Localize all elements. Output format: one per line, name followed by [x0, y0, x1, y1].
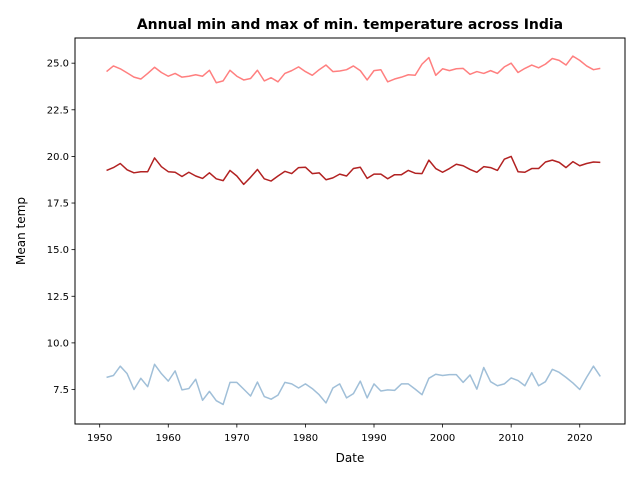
x-tick-label: 1960: [156, 433, 181, 444]
series-line-3: [106, 363, 601, 406]
series-layer: [106, 55, 601, 406]
x-tick-label: 2020: [567, 433, 592, 444]
y-tick-label: 22.5: [47, 105, 69, 116]
x-tick-label: 1950: [87, 433, 112, 444]
y-tick-label: 25.0: [47, 59, 69, 70]
y-tick-label: 20.0: [47, 152, 69, 163]
y-tick-label: 17.5: [47, 199, 69, 210]
y-axis: 7.5 10.0 12.5 15.0 17.5 20.0 22.5 25.0: [47, 59, 75, 396]
x-axis-label: Date: [336, 451, 365, 465]
y-axis-label: Mean temp: [14, 197, 28, 265]
y-tick-label: 12.5: [47, 292, 69, 303]
x-tick-label: 2000: [430, 433, 455, 444]
plot-frame: [74, 37, 626, 425]
y-tick-label: 10.0: [47, 338, 69, 349]
y-tick-label: 15.0: [47, 245, 69, 256]
series-line-1: [106, 55, 601, 84]
chart-title: Annual min and max of min. temperature a…: [137, 17, 563, 33]
x-tick-label: 1980: [293, 433, 318, 444]
x-axis: 1950 1960 1970 1980 1990 2000 2010 2020: [87, 424, 592, 444]
x-tick-label: 1990: [361, 433, 386, 444]
series-line-2: [106, 155, 601, 186]
y-tick-label: 7.5: [53, 385, 69, 396]
x-tick-label: 2010: [498, 433, 523, 444]
x-tick-label: 1970: [224, 433, 249, 444]
